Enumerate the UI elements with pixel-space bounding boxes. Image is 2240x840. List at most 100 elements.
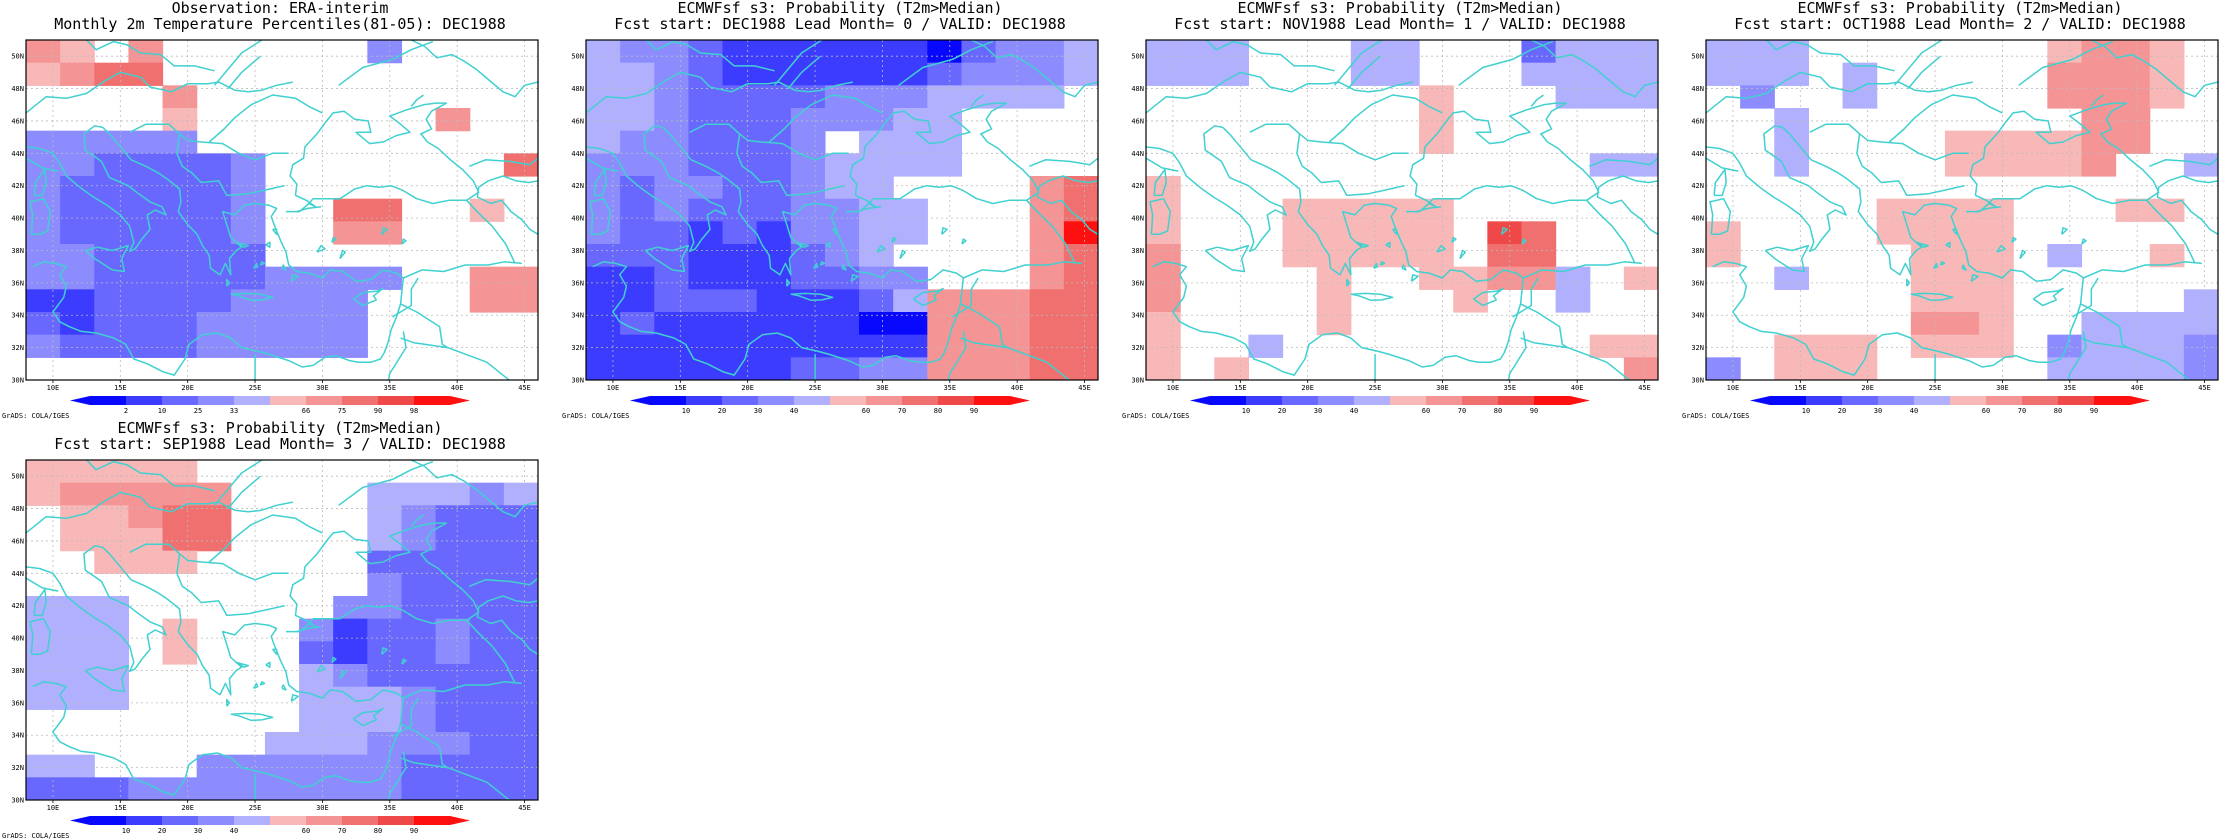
shaded-cell: [1282, 244, 1318, 268]
shaded-cell: [654, 266, 689, 290]
shaded-cell: [893, 153, 928, 177]
shaded-cell: [1419, 85, 1454, 109]
shaded-cell: [367, 505, 403, 529]
shaded-cell: [503, 686, 538, 710]
coastline: [352, 707, 384, 727]
shaded-cell: [927, 130, 963, 154]
panel-subtitle: Fcst start: DEC1988 Lead Month= 0 / VALI…: [614, 15, 1066, 33]
shaded-cell: [333, 732, 368, 756]
shaded-cell: [1774, 334, 1809, 358]
shaded-cell: [333, 664, 368, 688]
shaded-cell: [1521, 40, 1557, 64]
shaded-cell: [1910, 198, 1946, 222]
coastline: [387, 331, 407, 380]
coastline: [339, 669, 347, 680]
shaded-cell: [1063, 289, 1098, 313]
shaded-cell: [162, 244, 198, 268]
colorbar-box: [1354, 396, 1390, 405]
shaded-cell: [824, 198, 860, 222]
lon-tick-label: 45E: [1638, 384, 1651, 392]
shaded-cell: [722, 357, 758, 380]
shaded-cell: [893, 221, 928, 245]
coastline: [1410, 274, 1419, 282]
shaded-cell: [1521, 244, 1557, 268]
shaded-cell: [401, 528, 437, 552]
lon-tick-label: 10E: [607, 384, 620, 392]
shaded-cell: [196, 312, 232, 336]
shaded-cell: [503, 289, 538, 313]
shaded-cell: [333, 618, 368, 642]
lon-tick-label: 35E: [383, 804, 396, 812]
lat-tick-label: 48N: [1691, 85, 1704, 93]
coastline: [33, 588, 47, 617]
colorbar-box: [902, 396, 938, 405]
shaded-cell: [367, 573, 403, 597]
shaded-cell: [94, 312, 129, 336]
coastline: [1153, 168, 1167, 197]
colorbar-label: 2: [124, 407, 128, 415]
colorbar-box: [234, 816, 270, 825]
coastline: [1915, 241, 1930, 248]
shaded-cell: [401, 664, 437, 688]
shaded-cell: [1063, 266, 1098, 290]
coastline: [841, 264, 847, 271]
shaded-cell: [1146, 334, 1181, 358]
shaded-cell: [859, 176, 894, 200]
coastline: [208, 94, 323, 143]
shaded-cell: [333, 754, 368, 778]
coastline: [1458, 40, 1554, 86]
coastline: [963, 261, 1082, 279]
coastline: [786, 278, 791, 287]
shaded-cell: [1555, 289, 1591, 313]
shaded-cell: [299, 312, 334, 336]
shaded-cell: [94, 777, 129, 800]
colorbar-label: 80: [934, 407, 942, 415]
lat-tick-label: 42N: [1691, 182, 1704, 190]
shaded-cell: [128, 62, 164, 86]
coastline: [401, 238, 407, 245]
shaded-cell: [790, 40, 826, 64]
shaded-cell: [824, 289, 860, 313]
shaded-cell: [688, 40, 724, 64]
colorbar-box: [2094, 396, 2130, 405]
shaded-cell: [1029, 176, 1065, 200]
coastline: [1520, 303, 1569, 349]
coastline: [230, 712, 274, 722]
lon-tick-label: 15E: [1794, 384, 1807, 392]
shaded-cell: [1180, 62, 1215, 86]
coastline: [2090, 94, 2104, 107]
coastline: [290, 274, 299, 282]
shaded-cell: [2115, 357, 2151, 380]
shaded-cell: [859, 266, 894, 290]
lon-tick-label: 40E: [451, 384, 464, 392]
shaded-cell: [1316, 266, 1352, 290]
shaded-cell: [688, 312, 724, 336]
coastline: [281, 264, 287, 271]
colorbar-box: [1914, 396, 1950, 405]
shaded-cell: [1029, 289, 1065, 313]
shaded-cell: [790, 334, 826, 358]
colorbar-box: [414, 816, 450, 825]
shaded-cell: [128, 130, 164, 154]
colorbar-label: 20: [718, 407, 726, 415]
panel-title: ECMWFsf s3: Probability (T2m>Median): [117, 419, 443, 437]
coastline: [339, 249, 347, 260]
lon-tick-label: 25E: [1929, 384, 1942, 392]
shaded-cell: [1029, 244, 1065, 268]
shaded-cell: [26, 686, 61, 710]
shaded-cell: [1706, 40, 1741, 64]
colorbar-box: [2058, 396, 2094, 405]
probability-map: 10E 15E 20E 25E 30E 35E 40E 45E 30N 32N 34N 36N 38N 4…: [571, 39, 1099, 415]
coastline: [819, 261, 826, 266]
shaded-cell: [756, 357, 792, 380]
colorbar-box: [974, 396, 1010, 405]
shaded-cell: [2047, 244, 2083, 268]
shaded-cell: [859, 312, 894, 336]
shaded-cell: [401, 777, 437, 800]
coastline: [1961, 264, 1967, 271]
shaded-cell: [824, 334, 860, 358]
lon-tick-label: 25E: [809, 384, 822, 392]
shaded-cell: [756, 153, 792, 177]
shaded-cell: [586, 244, 621, 268]
forecast-panel-lead-0: ECMWFsf s3: Probability (T2m>Median) Fcs…: [560, 0, 1120, 420]
